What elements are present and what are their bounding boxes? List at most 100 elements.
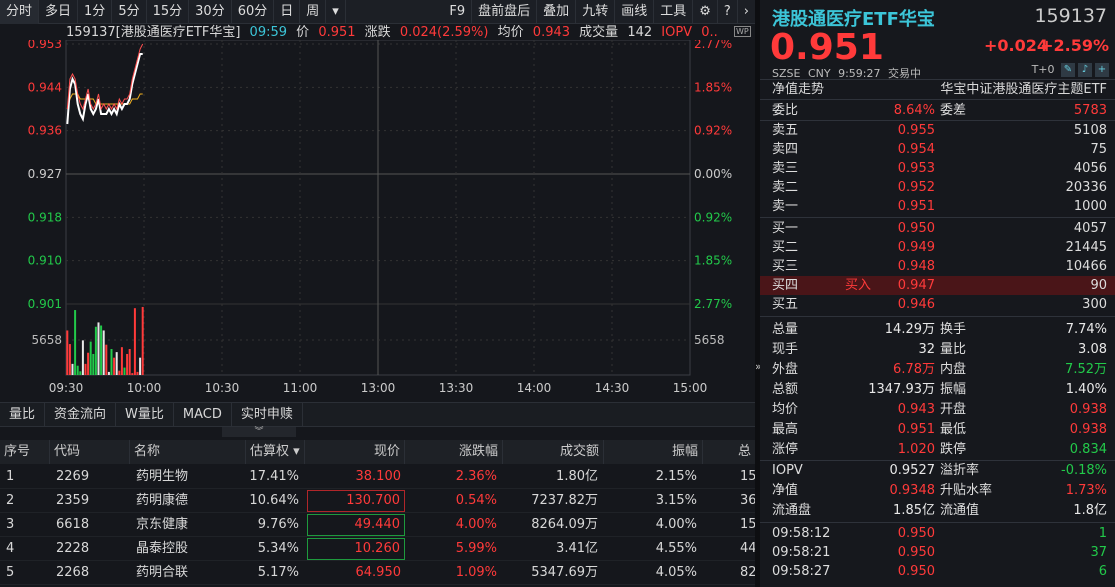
nav-trend-link[interactable]: 净值走势 [772,82,825,97]
price-change: +0.024 [984,36,1049,55]
volume-bar [136,371,139,375]
tab-w-volume-ratio[interactable]: W量比 [116,403,174,426]
col-name[interactable]: 名称 [130,440,246,464]
trade-volume: 37 [1090,545,1107,560]
bid-row: 买四 0.947 90 [760,276,1115,295]
tab-multiday[interactable]: 多日 [39,0,79,24]
volume-bar [107,371,110,375]
chevron-right-icon[interactable]: › [743,4,749,19]
plus-icon[interactable]: + [1095,63,1109,77]
bell-icon[interactable]: ♪ [1078,63,1092,77]
label: 溢折率 [940,463,980,478]
level-label: 买五 [772,297,799,312]
tools-button[interactable]: 工具 [654,0,694,24]
row-change-pct: 0.54% [455,493,497,508]
bid-volume: 10466 [1065,259,1107,274]
col-weight[interactable]: 估算权 ▾ [246,440,305,464]
y-tick-left: 0.944 [28,80,62,94]
col-index[interactable]: 序号 [0,440,50,464]
tab-30min[interactable]: 30分 [189,0,232,24]
security-title: 港股通医疗ETF华宝 [772,9,935,30]
change-value: 0.024(2.59%) [399,25,489,40]
col-change-pct[interactable]: 涨跌幅 [405,440,503,464]
trade-time: 09:58:21 [772,545,831,560]
premarket-button[interactable]: 盘前盘后 [472,0,538,24]
tab-1min[interactable]: 1分 [78,0,113,24]
value: 0.943 [897,402,935,417]
table-row[interactable]: 3 6618 京东健康 9.76% 49.440 4.00% 8264.09万 4.00% 15… [0,513,760,537]
stat-row: 外盘 6.78万 内盘 7.52万 [760,360,1115,379]
col-price[interactable]: 现价 [305,440,405,464]
help-icon[interactable]: ? [718,0,738,24]
collapse-button[interactable]: ︾ [222,427,296,437]
label: 总额 [772,382,799,397]
bid-price: 0.946 [897,297,935,312]
value: 0.9527 [889,463,936,478]
nav-row: 净值 0.9348 升贴水率 1.73% [760,481,1115,500]
value: 7.74% [1065,322,1107,337]
f9-button[interactable]: F9 [443,0,473,24]
table-row[interactable]: 4 2228 晶泰控股 5.34% 10.260 5.99% 3.41亿 4.55% 44 [0,537,757,561]
draw-line-button[interactable]: 画线 [615,0,655,24]
panel-splitter[interactable]: » [755,0,762,587]
col-amplitude[interactable]: 振幅 [604,440,703,464]
bid-row: 买二 0.949 21445 [760,238,1115,257]
x-tick: 14:30 [595,381,630,395]
volume-bar [105,344,108,375]
y-tick-right: 0.92% [694,124,732,138]
order-ratio-row: 委比 8.64% 委差 5783 [760,101,1115,120]
bid-price: 0.950 [897,221,935,236]
tab-15min[interactable]: 15分 [147,0,190,24]
x-tick: 10:30 [205,381,240,395]
y-tick-left: 0.936 [28,124,62,138]
label: 最高 [772,422,799,437]
gear-icon[interactable]: ⚙ [693,0,718,24]
volume-bar [76,365,79,375]
col-code[interactable]: 代码 [50,440,130,464]
level-label: 卖四 [772,142,799,157]
tab-day[interactable]: 日 [274,0,301,24]
stat-row: 涨停 1.020 跌停 0.834 [760,440,1115,459]
period-dropdown[interactable]: ▾ [326,0,346,24]
ask-price: 0.953 [897,161,935,176]
col-total[interactable]: 总 [737,444,751,459]
tab-60min[interactable]: 60分 [232,0,275,24]
nav-row: 流通盘 1.85亿 流通值 1.8亿 [760,501,1115,520]
pencil-icon[interactable]: ✎ [1061,63,1075,77]
quote-time: 9:59:27 [838,67,881,80]
expand-icon[interactable]: » [755,360,762,373]
tab-volume-ratio[interactable]: 量比 [0,403,46,426]
col-turnover[interactable]: 成交额 [503,440,604,464]
label: 流通值 [940,503,980,518]
row-weight: 17.41% [249,469,299,484]
table-row[interactable]: 5 2268 药明合联 5.17% 64.950 1.09% 5347.69万 4.05% 82 [0,561,757,585]
ask-price: 0.955 [897,123,935,138]
quote-time: 09:59 [249,25,288,40]
ask-price: 0.951 [897,199,935,214]
table-row[interactable]: 2 2359 药明康德 10.64% 130.700 0.54% 7237.82万 3.15%… [0,489,760,513]
tab-5min[interactable]: 5分 [112,0,147,24]
row-change-pct: 4.00% [455,517,497,532]
overlay-button[interactable]: 叠加 [537,0,577,24]
row-turnover: 3.41亿 [556,541,598,556]
tab-macd[interactable]: MACD [174,403,232,426]
currency: CNY [807,67,831,80]
tab-week[interactable]: 周 [300,0,327,24]
volume-bar [120,347,123,375]
nine-turn-button[interactable]: 九转 [576,0,616,24]
wp-icon[interactable]: WP [734,26,751,37]
tab-fenshi[interactable]: 分时 [0,0,40,24]
label: 外盘 [772,362,799,377]
price-line [66,43,144,111]
stat-row: 总额 1347.93万 振幅 1.40% [760,380,1115,399]
row-index: 4 [6,541,15,556]
volume-bar [141,306,144,375]
volume-bar [128,349,131,375]
trade-price: 0.950 [897,564,935,579]
tab-realtime-subscription[interactable]: 实时申赎 [232,403,303,426]
value: 0.938 [1069,422,1107,437]
volume-bar [118,370,121,375]
tab-capital-flow[interactable]: 资金流向 [45,403,117,426]
volume-bar [100,325,103,375]
